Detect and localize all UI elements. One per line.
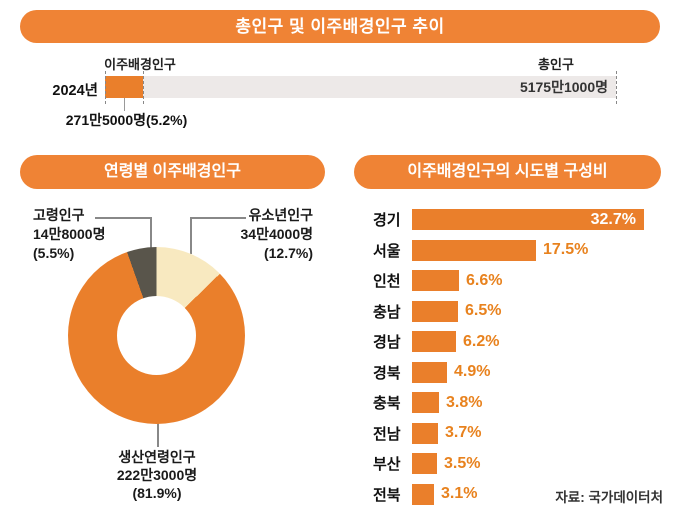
age-youth-pct: (12.7%) <box>263 245 313 261</box>
region-bar <box>412 422 438 444</box>
trend-dashed-line-migrant-end <box>143 71 144 104</box>
region-row: 경북 4.9% <box>354 361 679 383</box>
region-value: 4.9% <box>454 363 491 380</box>
region-bar <box>412 239 536 261</box>
region-bar <box>412 483 434 505</box>
age-working-pct: (81.9%) <box>132 485 182 501</box>
region-bars: 경기 32.7% 서울 17.5% 인천 6.6% 충남 6.5% 경남 6.2… <box>354 209 679 514</box>
region-chart-title: 이주배경인구의 시도별 구성비 <box>354 155 661 189</box>
data-source: 자료: 국가데이터처 <box>555 490 663 505</box>
region-label: 경기 <box>373 212 401 229</box>
region-row: 서울 17.5% <box>354 239 679 261</box>
region-value: 6.6% <box>466 271 503 289</box>
region-value: 6.2% <box>463 332 500 350</box>
region-value: 17.5% <box>543 241 589 258</box>
region-row: 전북 3.1% <box>354 483 679 505</box>
trend-migrant-series-label: 이주배경인구 <box>104 57 176 72</box>
region-row: 전남 3.7% <box>354 422 679 444</box>
region-row: 충남 6.5% <box>354 300 679 322</box>
age-chart-title: 연령별 이주배경인구 <box>20 155 325 189</box>
region-label: 부산 <box>373 456 401 473</box>
trend-year-label: 2024년 <box>52 83 98 99</box>
age-elderly-label: 고령인구 14만8000명 (5.5%) <box>33 206 148 263</box>
age-elderly-leader-v <box>150 217 152 248</box>
trend-total-series-label: 총인구 <box>538 57 574 72</box>
region-value: 3.7% <box>445 424 482 441</box>
region-row: 충북 3.8% <box>354 392 679 413</box>
trend-total-value: 5175만1000명 <box>519 79 608 95</box>
region-label: 경남 <box>373 334 401 351</box>
region-label: 인천 <box>373 273 401 290</box>
trend-dashed-line-left <box>105 71 106 104</box>
region-bar <box>412 392 439 413</box>
region-row: 경기 32.7% <box>354 209 679 230</box>
region-label: 전남 <box>373 425 401 443</box>
age-donut-hole <box>117 296 196 375</box>
age-elderly-value: 14만8000명 <box>33 226 106 242</box>
age-youth-name: 유소년인구 <box>248 207 313 223</box>
region-row: 부산 3.5% <box>354 453 679 474</box>
region-row: 경남 6.2% <box>354 331 679 352</box>
region-label: 충남 <box>373 303 401 321</box>
region-value: 3.8% <box>446 393 483 411</box>
region-row: 인천 6.6% <box>354 270 679 291</box>
region-bar <box>412 361 447 383</box>
trend-total-bar: 5175만1000명 <box>105 76 616 98</box>
page-title: 총인구 및 이주배경인구 추이 <box>20 10 660 43</box>
region-value: 6.5% <box>465 302 502 319</box>
region-bar <box>412 270 459 291</box>
age-youth-value: 34만4000명 <box>240 226 313 242</box>
age-elderly-leader-h <box>95 217 151 219</box>
age-working-value: 222만3000명 <box>116 467 198 483</box>
region-bar <box>412 209 644 230</box>
region-label: 전북 <box>373 486 401 504</box>
age-youth-leader-v <box>190 217 192 254</box>
region-bar <box>412 331 456 352</box>
age-elderly-pct: (5.5%) <box>33 245 75 261</box>
region-label: 충북 <box>373 395 401 412</box>
age-working-leader-v <box>157 423 159 447</box>
age-elderly-name: 고령인구 <box>33 207 85 223</box>
trend-migrant-bar <box>105 76 143 98</box>
age-youth-leader-h <box>190 217 246 219</box>
age-working-name: 생산연령인구 <box>118 449 196 465</box>
region-label: 경북 <box>373 364 401 382</box>
region-bar <box>412 300 458 322</box>
region-value: 3.1% <box>441 485 478 502</box>
region-value: 3.5% <box>444 454 481 472</box>
region-bar <box>412 453 437 474</box>
trend-migrant-value: 271만5000명(5.2%) <box>65 112 188 128</box>
age-donut-chart <box>68 247 245 424</box>
region-value: 32.7% <box>590 211 636 228</box>
region-label: 서울 <box>373 242 401 260</box>
trend-dashed-line-right <box>616 71 617 104</box>
trend-leader-line <box>124 98 125 111</box>
age-working-label: 생산연령인구 222만3000명 (81.9%) <box>57 448 257 502</box>
age-youth-label: 유소년인구 34만4000명 (12.7%) <box>203 206 313 263</box>
